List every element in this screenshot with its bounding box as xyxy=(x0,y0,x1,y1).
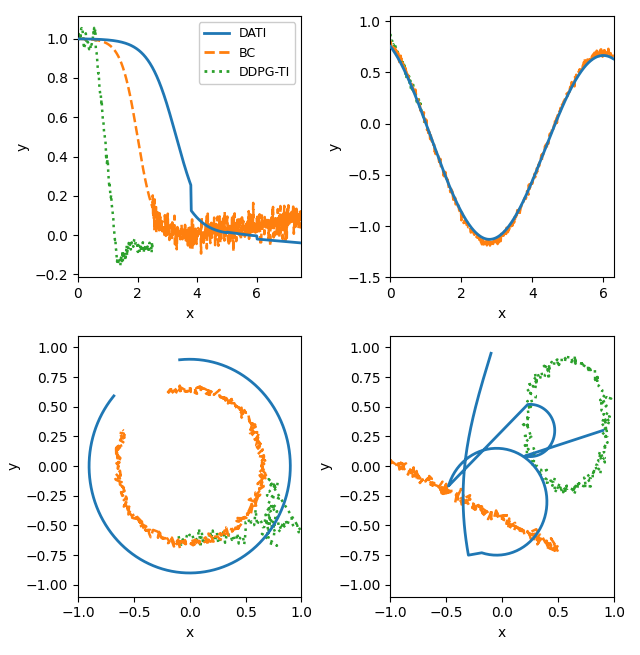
Y-axis label: y: y xyxy=(328,143,342,151)
X-axis label: x: x xyxy=(186,307,194,320)
Y-axis label: y: y xyxy=(6,462,20,470)
X-axis label: x: x xyxy=(498,626,506,640)
X-axis label: x: x xyxy=(186,626,194,640)
Legend: DATI, BC, DDPG-TI: DATI, BC, DDPG-TI xyxy=(199,22,295,84)
Y-axis label: y: y xyxy=(319,462,333,470)
Y-axis label: y: y xyxy=(15,143,29,151)
X-axis label: x: x xyxy=(498,307,506,320)
